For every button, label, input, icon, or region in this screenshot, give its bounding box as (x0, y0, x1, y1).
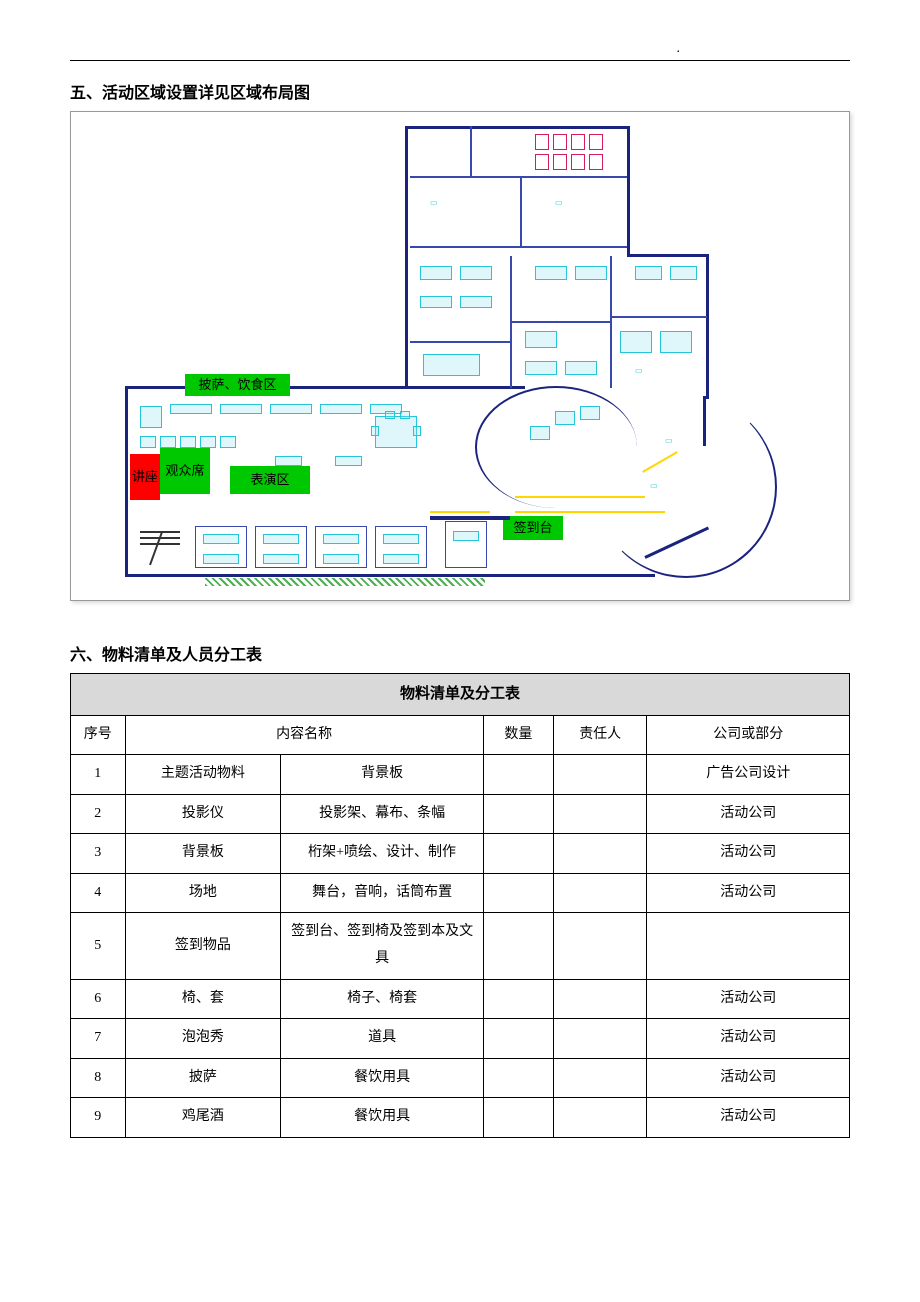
table-cell: 签到物品 (125, 913, 281, 979)
table-cell (647, 913, 850, 979)
table-cell (553, 913, 646, 979)
zone-pizza: 披萨、饮食区 (185, 374, 290, 396)
table-cell: 舞台，音响，话筒布置 (281, 873, 484, 913)
table-cell: 活动公司 (647, 794, 850, 834)
table-cell: 背景板 (281, 755, 484, 795)
stair-icon (140, 531, 180, 566)
table-body: 1主题活动物料背景板广告公司设计2投影仪投影架、幕布、条幅活动公司3背景板桁架+… (71, 755, 850, 1138)
table-cell: 场地 (125, 873, 281, 913)
table-cell: 5 (71, 913, 126, 979)
table-cell (553, 755, 646, 795)
table-cell: 活动公司 (647, 1058, 850, 1098)
table-cell: 8 (71, 1058, 126, 1098)
zone-lecture: 讲座 (130, 454, 160, 500)
table-cell: 活动公司 (647, 873, 850, 913)
col-dept: 公司或部分 (647, 715, 850, 755)
table-cell: 活动公司 (647, 1098, 850, 1138)
table-cell: 餐饮用具 (281, 1058, 484, 1098)
floorplan: ▭ ▭ ▭ ▭ ▭ 披萨、饮食区 讲座 观众席 表演区 签到台 (75, 116, 845, 596)
table-row: 3背景板桁架+喷绘、设计、制作 活动公司 (71, 834, 850, 874)
col-seq: 序号 (71, 715, 126, 755)
table-cell: 背景板 (125, 834, 281, 874)
table-cell: 9 (71, 1098, 126, 1138)
table-cell: 椅子、椅套 (281, 979, 484, 1019)
table-row: 8披萨餐饮用具 活动公司 (71, 1058, 850, 1098)
table-cell: 广告公司设计 (647, 755, 850, 795)
table-cell: 投影架、幕布、条幅 (281, 794, 484, 834)
table-cell: 6 (71, 979, 126, 1019)
table-cell (483, 1098, 553, 1138)
materials-table: 物料清单及分工表 序号 内容名称 数量 责任人 公司或部分 1主题活动物料背景板… (70, 673, 850, 1138)
table-row: 7泡泡秀道具 活动公司 (71, 1019, 850, 1059)
col-name: 内容名称 (125, 715, 483, 755)
table-cell: 椅、套 (125, 979, 281, 1019)
table-cell: 1 (71, 755, 126, 795)
table-row: 1主题活动物料背景板 广告公司设计 (71, 755, 850, 795)
table-cell: 活动公司 (647, 834, 850, 874)
table-cell: 活动公司 (647, 979, 850, 1019)
floorplan-frame: ▭ ▭ ▭ ▭ ▭ 披萨、饮食区 讲座 观众席 表演区 签到台 (70, 111, 850, 601)
table-cell (483, 979, 553, 1019)
table-row: 9鸡尾酒餐饮用具 活动公司 (71, 1098, 850, 1138)
table-cell: 披萨 (125, 1058, 281, 1098)
table-row: 5签到物品签到台、签到椅及签到本及文具 (71, 913, 850, 979)
table-cell (483, 913, 553, 979)
table-cell (483, 1019, 553, 1059)
table-cell (483, 794, 553, 834)
table-cell (483, 1058, 553, 1098)
table-cell: 活动公司 (647, 1019, 850, 1059)
zone-checkin: 签到台 (503, 516, 563, 540)
section-5-title: 五、活动区域设置详见区域布局图 (70, 79, 850, 103)
table-cell (553, 834, 646, 874)
top-dot: . (677, 41, 681, 57)
table-cell: 泡泡秀 (125, 1019, 281, 1059)
col-owner: 责任人 (553, 715, 646, 755)
table-header-row: 序号 内容名称 数量 责任人 公司或部分 (71, 715, 850, 755)
table-cell: 3 (71, 834, 126, 874)
table-title: 物料清单及分工表 (71, 674, 850, 716)
table-cell (553, 873, 646, 913)
table-cell (553, 1098, 646, 1138)
landscape-hatch (205, 578, 485, 586)
table-cell: 2 (71, 794, 126, 834)
table-cell (553, 794, 646, 834)
table-cell: 餐饮用具 (281, 1098, 484, 1138)
table-row: 2投影仪投影架、幕布、条幅 活动公司 (71, 794, 850, 834)
table-cell: 鸡尾酒 (125, 1098, 281, 1138)
table-cell (483, 873, 553, 913)
table-cell: 签到台、签到椅及签到本及文具 (281, 913, 484, 979)
table-cell: 7 (71, 1019, 126, 1059)
col-qty: 数量 (483, 715, 553, 755)
table-cell (483, 755, 553, 795)
table-cell: 4 (71, 873, 126, 913)
table-cell (553, 1019, 646, 1059)
table-row: 6椅、套椅子、椅套 活动公司 (71, 979, 850, 1019)
table-cell: 投影仪 (125, 794, 281, 834)
table-cell: 道具 (281, 1019, 484, 1059)
table-cell: 主题活动物料 (125, 755, 281, 795)
table-cell: 桁架+喷绘、设计、制作 (281, 834, 484, 874)
zone-audience: 观众席 (160, 448, 210, 494)
table-cell (483, 834, 553, 874)
table-title-row: 物料清单及分工表 (71, 674, 850, 716)
table-row: 4场地舞台，音响，话筒布置 活动公司 (71, 873, 850, 913)
section-6-title: 六、物料清单及人员分工表 (70, 641, 850, 665)
table-cell (553, 979, 646, 1019)
zone-stage: 表演区 (230, 466, 310, 494)
table-cell (553, 1058, 646, 1098)
header-rule: . (70, 60, 850, 61)
